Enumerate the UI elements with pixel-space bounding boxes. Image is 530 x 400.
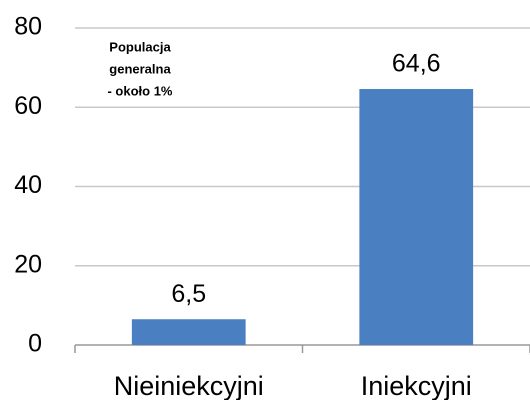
- y-tick-label: 80: [14, 13, 42, 41]
- bar: [359, 89, 474, 346]
- y-tick-label: 60: [14, 92, 42, 120]
- x-tick-label: Iniekcyjni: [361, 371, 472, 400]
- x-tick-label: Nieiniekcyjni: [114, 371, 264, 400]
- value-label: 6,5: [171, 280, 206, 308]
- annotation: Populacja: [109, 39, 171, 54]
- value-label: 64,6: [392, 50, 441, 78]
- y-tick-label: 0: [28, 330, 42, 358]
- bar: [131, 319, 246, 345]
- y-tick-label: 20: [14, 250, 42, 278]
- y-tick-label: 40: [14, 171, 42, 199]
- annotation: - około 1%: [107, 83, 172, 98]
- annotation: generalna: [109, 61, 171, 76]
